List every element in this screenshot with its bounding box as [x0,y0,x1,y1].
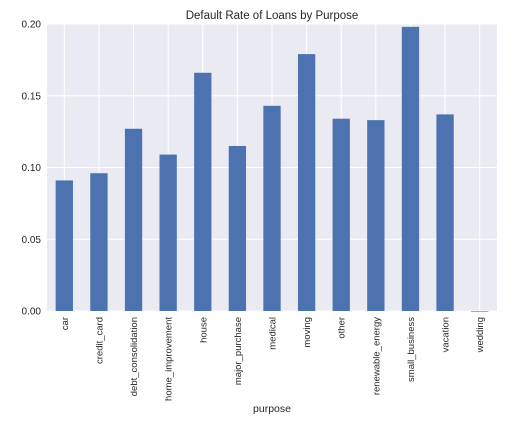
y-tick-label: 0.20 [22,20,42,31]
x-tick-label: house [198,317,209,343]
y-tick-label: 0.15 [22,91,42,102]
x-tick-label: major_purchase [233,317,244,385]
bar-house [194,72,212,311]
y-tick-label: 0.00 [22,307,42,318]
bar-medical [263,105,281,311]
x-tick-label: renewable_energy [371,317,382,395]
bar-car [55,180,73,311]
x-tick-label: home_improvement [164,317,175,401]
x-axis-ticks: car credit_card debt_consolidation home_imp… [60,317,486,401]
bar-home-improvement [159,154,177,311]
bar-credit-card [90,173,108,311]
y-tick-label: 0.10 [22,163,42,174]
chart-title: Default Rate of Loans by Purpose [186,10,359,22]
x-tick-label: debt_consolidation [129,317,140,396]
x-tick-label: wedding [475,317,486,353]
x-axis-label: purpose [253,403,291,415]
x-tick-label: car [60,317,71,330]
bar-wedding [471,311,489,312]
bars [55,26,489,312]
x-tick-label: small_business [406,317,417,382]
bar-vacation [436,114,454,311]
x-tick-label: vacation [441,317,452,352]
bar-moving [297,54,316,311]
bar-other [332,118,350,312]
bar-renewable-energy [367,120,385,312]
bar-small-business [401,26,420,312]
x-tick-label: other [337,317,348,339]
bar-debt-consolidation [124,128,143,311]
x-tick-label: moving [302,317,313,348]
y-axis-ticks: 0.00 0.05 0.10 0.15 0.20 [22,20,42,318]
x-tick-label: medical [268,317,279,350]
y-tick-label: 0.05 [22,235,42,246]
x-tick-label: credit_card [94,317,105,364]
bar-major-purchase [228,145,247,311]
